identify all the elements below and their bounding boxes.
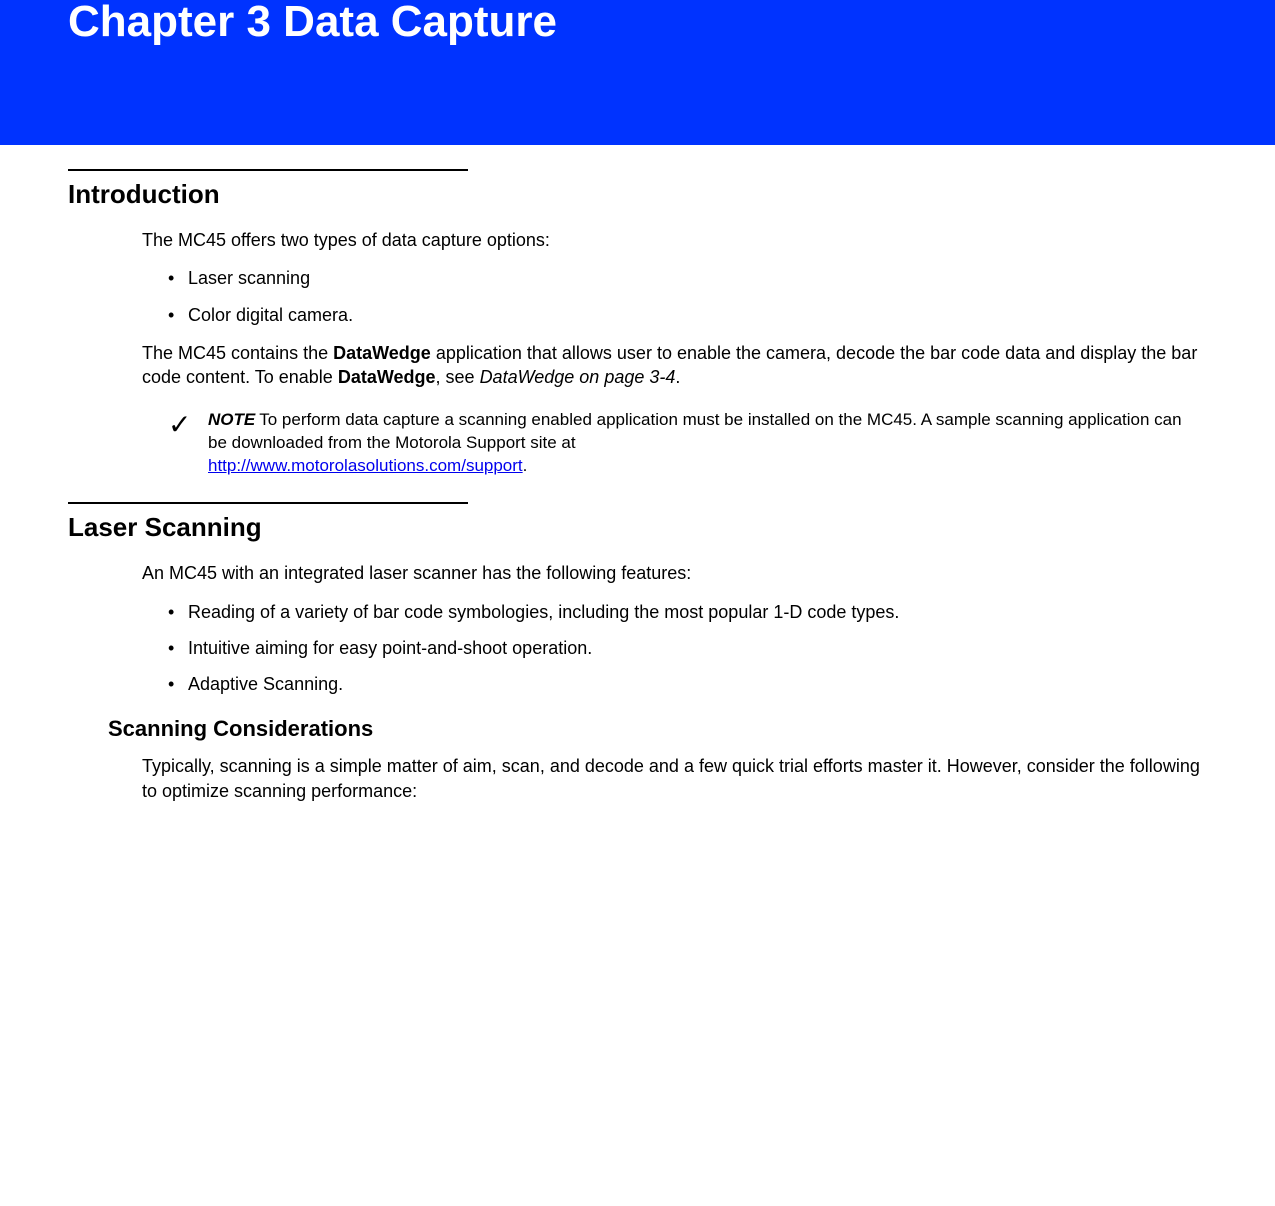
intro-heading: Introduction <box>68 179 1207 210</box>
intro-para1: The MC45 offers two types of data captur… <box>142 228 1207 252</box>
note-text: To perform data capture a scanning enabl… <box>208 410 1182 452</box>
chapter-title: Chapter 3 Data Capture <box>68 0 1275 44</box>
check-icon: ✓ <box>168 409 208 439</box>
laser-bullets: Reading of a variety of bar code symbolo… <box>168 600 1207 697</box>
list-item: Adaptive Scanning. <box>168 672 1207 696</box>
text-bold: DataWedge <box>333 343 431 363</box>
intro-para2: The MC45 contains the DataWedge applicat… <box>142 341 1207 390</box>
intro-bullets: Laser scanning Color digital camera. <box>168 266 1207 327</box>
note-label: NOTE <box>208 410 255 429</box>
list-item: Color digital camera. <box>168 303 1207 327</box>
text-run: , see <box>436 367 480 387</box>
support-link[interactable]: http://www.motorolasolutions.com/support <box>208 456 523 475</box>
list-item: Intuitive aiming for easy point-and-shoo… <box>168 636 1207 660</box>
laser-heading: Laser Scanning <box>68 512 1207 543</box>
note-body: NOTETo perform data capture a scanning e… <box>208 409 1187 478</box>
page-content: Introduction The MC45 offers two types o… <box>0 169 1275 857</box>
list-item: Reading of a variety of bar code symbolo… <box>168 600 1207 624</box>
scanning-considerations-heading: Scanning Considerations <box>108 716 1207 742</box>
scanning-considerations-para: Typically, scanning is a simple matter o… <box>142 754 1207 803</box>
text-run: The MC45 contains the <box>142 343 333 363</box>
note-text-end: . <box>523 456 528 475</box>
chapter-banner: Chapter 3 Data Capture <box>0 0 1275 145</box>
section-rule <box>68 169 468 171</box>
laser-para1: An MC45 with an integrated laser scanner… <box>142 561 1207 585</box>
cross-ref: DataWedge on page 3-4 <box>480 367 676 387</box>
text-run: . <box>675 367 680 387</box>
list-item: Laser scanning <box>168 266 1207 290</box>
text-bold: DataWedge <box>338 367 436 387</box>
note-block: ✓ NOTETo perform data capture a scanning… <box>168 409 1207 478</box>
section-rule <box>68 502 468 504</box>
